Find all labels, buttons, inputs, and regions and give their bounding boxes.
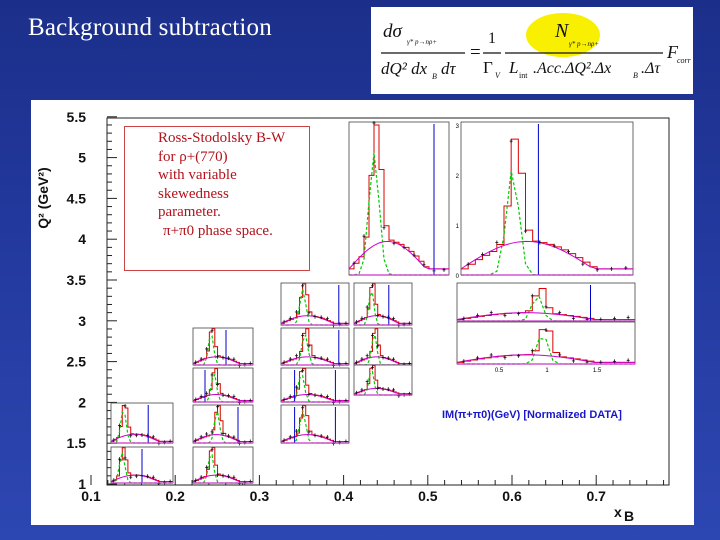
- mini-histogram: [192, 404, 254, 446]
- inset-x-tick-label: 1: [545, 368, 549, 374]
- background-curve: [192, 434, 253, 442]
- mini-histogram: [460, 121, 634, 276]
- y-tick-label: 4.5: [67, 190, 87, 206]
- mini-histogram: [353, 364, 413, 398]
- slide-title: Background subtraction: [28, 14, 272, 41]
- x-tick-label: 0.7: [586, 488, 606, 504]
- note-line: π+π0 phase space.: [163, 222, 273, 239]
- note-line: for ρ+(770): [158, 148, 228, 165]
- mini-histogram: [280, 404, 350, 446]
- inset-y-tick-label: 3: [456, 124, 460, 130]
- denominator-rest: .Acc.ΔQ².Δx: [533, 60, 611, 77]
- mini-histogram: [353, 327, 413, 368]
- counts-sub: γ* p→nρ+: [569, 40, 599, 48]
- signal-curve: [110, 452, 173, 484]
- background-curve: [460, 240, 633, 270]
- total-fit-histogram: [281, 283, 349, 324]
- x-tick-label: 0.6: [502, 488, 522, 504]
- background-curve: [456, 354, 635, 363]
- mini-histogram: [280, 282, 350, 328]
- y-tick-label: 3.5: [67, 272, 87, 288]
- denominator-main: L: [508, 58, 518, 77]
- mini-histogram: [192, 446, 254, 486]
- background-curve: [456, 312, 635, 320]
- y-tick-label: 1.5: [67, 435, 87, 451]
- y-tick-label: 5: [78, 150, 86, 166]
- x-axis-title: x: [614, 504, 622, 520]
- inset-x-tick-label: 1.5: [593, 368, 602, 374]
- note-line: parameter.: [158, 204, 221, 220]
- plot-caption: IM(π+π0)(GeV) [Normalized DATA]: [442, 409, 622, 421]
- lhs-numerator-sub: γ* p→nρ+: [407, 38, 437, 46]
- mini-histogram-frame: [460, 121, 634, 276]
- mini-histogram: [280, 367, 350, 405]
- inset-y-tick-label: 1: [456, 224, 460, 230]
- note-line: Ross-Stodolsky B-W: [158, 130, 286, 146]
- mini-histogram-frame: [348, 121, 450, 276]
- formula-graphic: dσ γ* p→nρ+ dQ² dx B dτ = 1 Γ V N γ* p→n…: [381, 13, 692, 81]
- lhs-denominator: dQ² dx: [381, 59, 428, 78]
- inset-y-tick-label: 0: [456, 274, 460, 280]
- inset-y-tick-label: 2: [456, 174, 460, 180]
- mini-histogram: [456, 321, 636, 365]
- denominator-sub: int: [519, 71, 528, 80]
- correction-sub: corr: [677, 56, 692, 65]
- inset-x-tick-label: 0.5: [495, 368, 504, 374]
- lhs-numerator: dσ: [383, 21, 403, 42]
- equals-sign: =: [470, 42, 481, 63]
- x-tick-label: 0.1: [81, 488, 101, 504]
- y-axis-title: Q² (GeV²): [35, 167, 51, 228]
- denominator-sub2: B: [633, 71, 638, 80]
- gamma-denominator-sub: V: [495, 71, 501, 80]
- mini-histogram: [192, 327, 254, 368]
- denominator-tail: .Δτ: [641, 60, 661, 77]
- histogram-grid-chart: 1 1.5 2 2.5 3 3.5 4 4.5 5 5.5 0.1 0.2 0.3 0.4 0.5 0.6 0.…: [35, 109, 670, 524]
- cross-section-formula: dσ γ* p→nρ+ dQ² dx B dτ = 1 Γ V N γ* p→n…: [371, 7, 693, 94]
- y-tick-label: 2: [78, 394, 86, 410]
- y-tick-label: 3: [78, 313, 86, 329]
- mini-histogram: [192, 367, 254, 405]
- lhs-denominator-sub: B: [432, 72, 437, 81]
- x-tick-label: 0.2: [165, 488, 185, 504]
- mini-histogram: [110, 446, 174, 486]
- background-curve: [348, 240, 449, 270]
- note-line: with variable: [158, 167, 237, 183]
- mini-histogram: [353, 282, 413, 328]
- x-tick-label: 0.4: [334, 488, 354, 504]
- x-tick-label: 0.3: [250, 488, 270, 504]
- mini-histogram: [348, 121, 450, 276]
- correction-factor: F: [666, 42, 679, 62]
- mini-histogram: [280, 327, 350, 368]
- y-tick-label: 2.5: [67, 354, 87, 370]
- plot-frame: [106, 117, 670, 486]
- y-tick-label: 4: [78, 231, 86, 247]
- x-tick-label: 0.5: [418, 488, 438, 504]
- note-line: skewedness: [158, 185, 229, 202]
- mini-histogram: [110, 402, 174, 446]
- y-tick-label: 1: [78, 476, 86, 492]
- mini-histogram: [456, 282, 636, 322]
- fit-model-note: Ross-Stodolsky B-W for ρ+(770) with vari…: [124, 126, 310, 271]
- y-tick-label: 5.5: [67, 109, 87, 125]
- counts-highlight: [526, 13, 600, 57]
- lhs-denominator-tail: dτ: [441, 59, 457, 78]
- counts-symbol: N: [554, 20, 570, 42]
- x-axis-title-sub: B: [624, 508, 634, 524]
- gamma-numerator: 1: [488, 30, 496, 47]
- gamma-denominator: Γ: [483, 58, 493, 77]
